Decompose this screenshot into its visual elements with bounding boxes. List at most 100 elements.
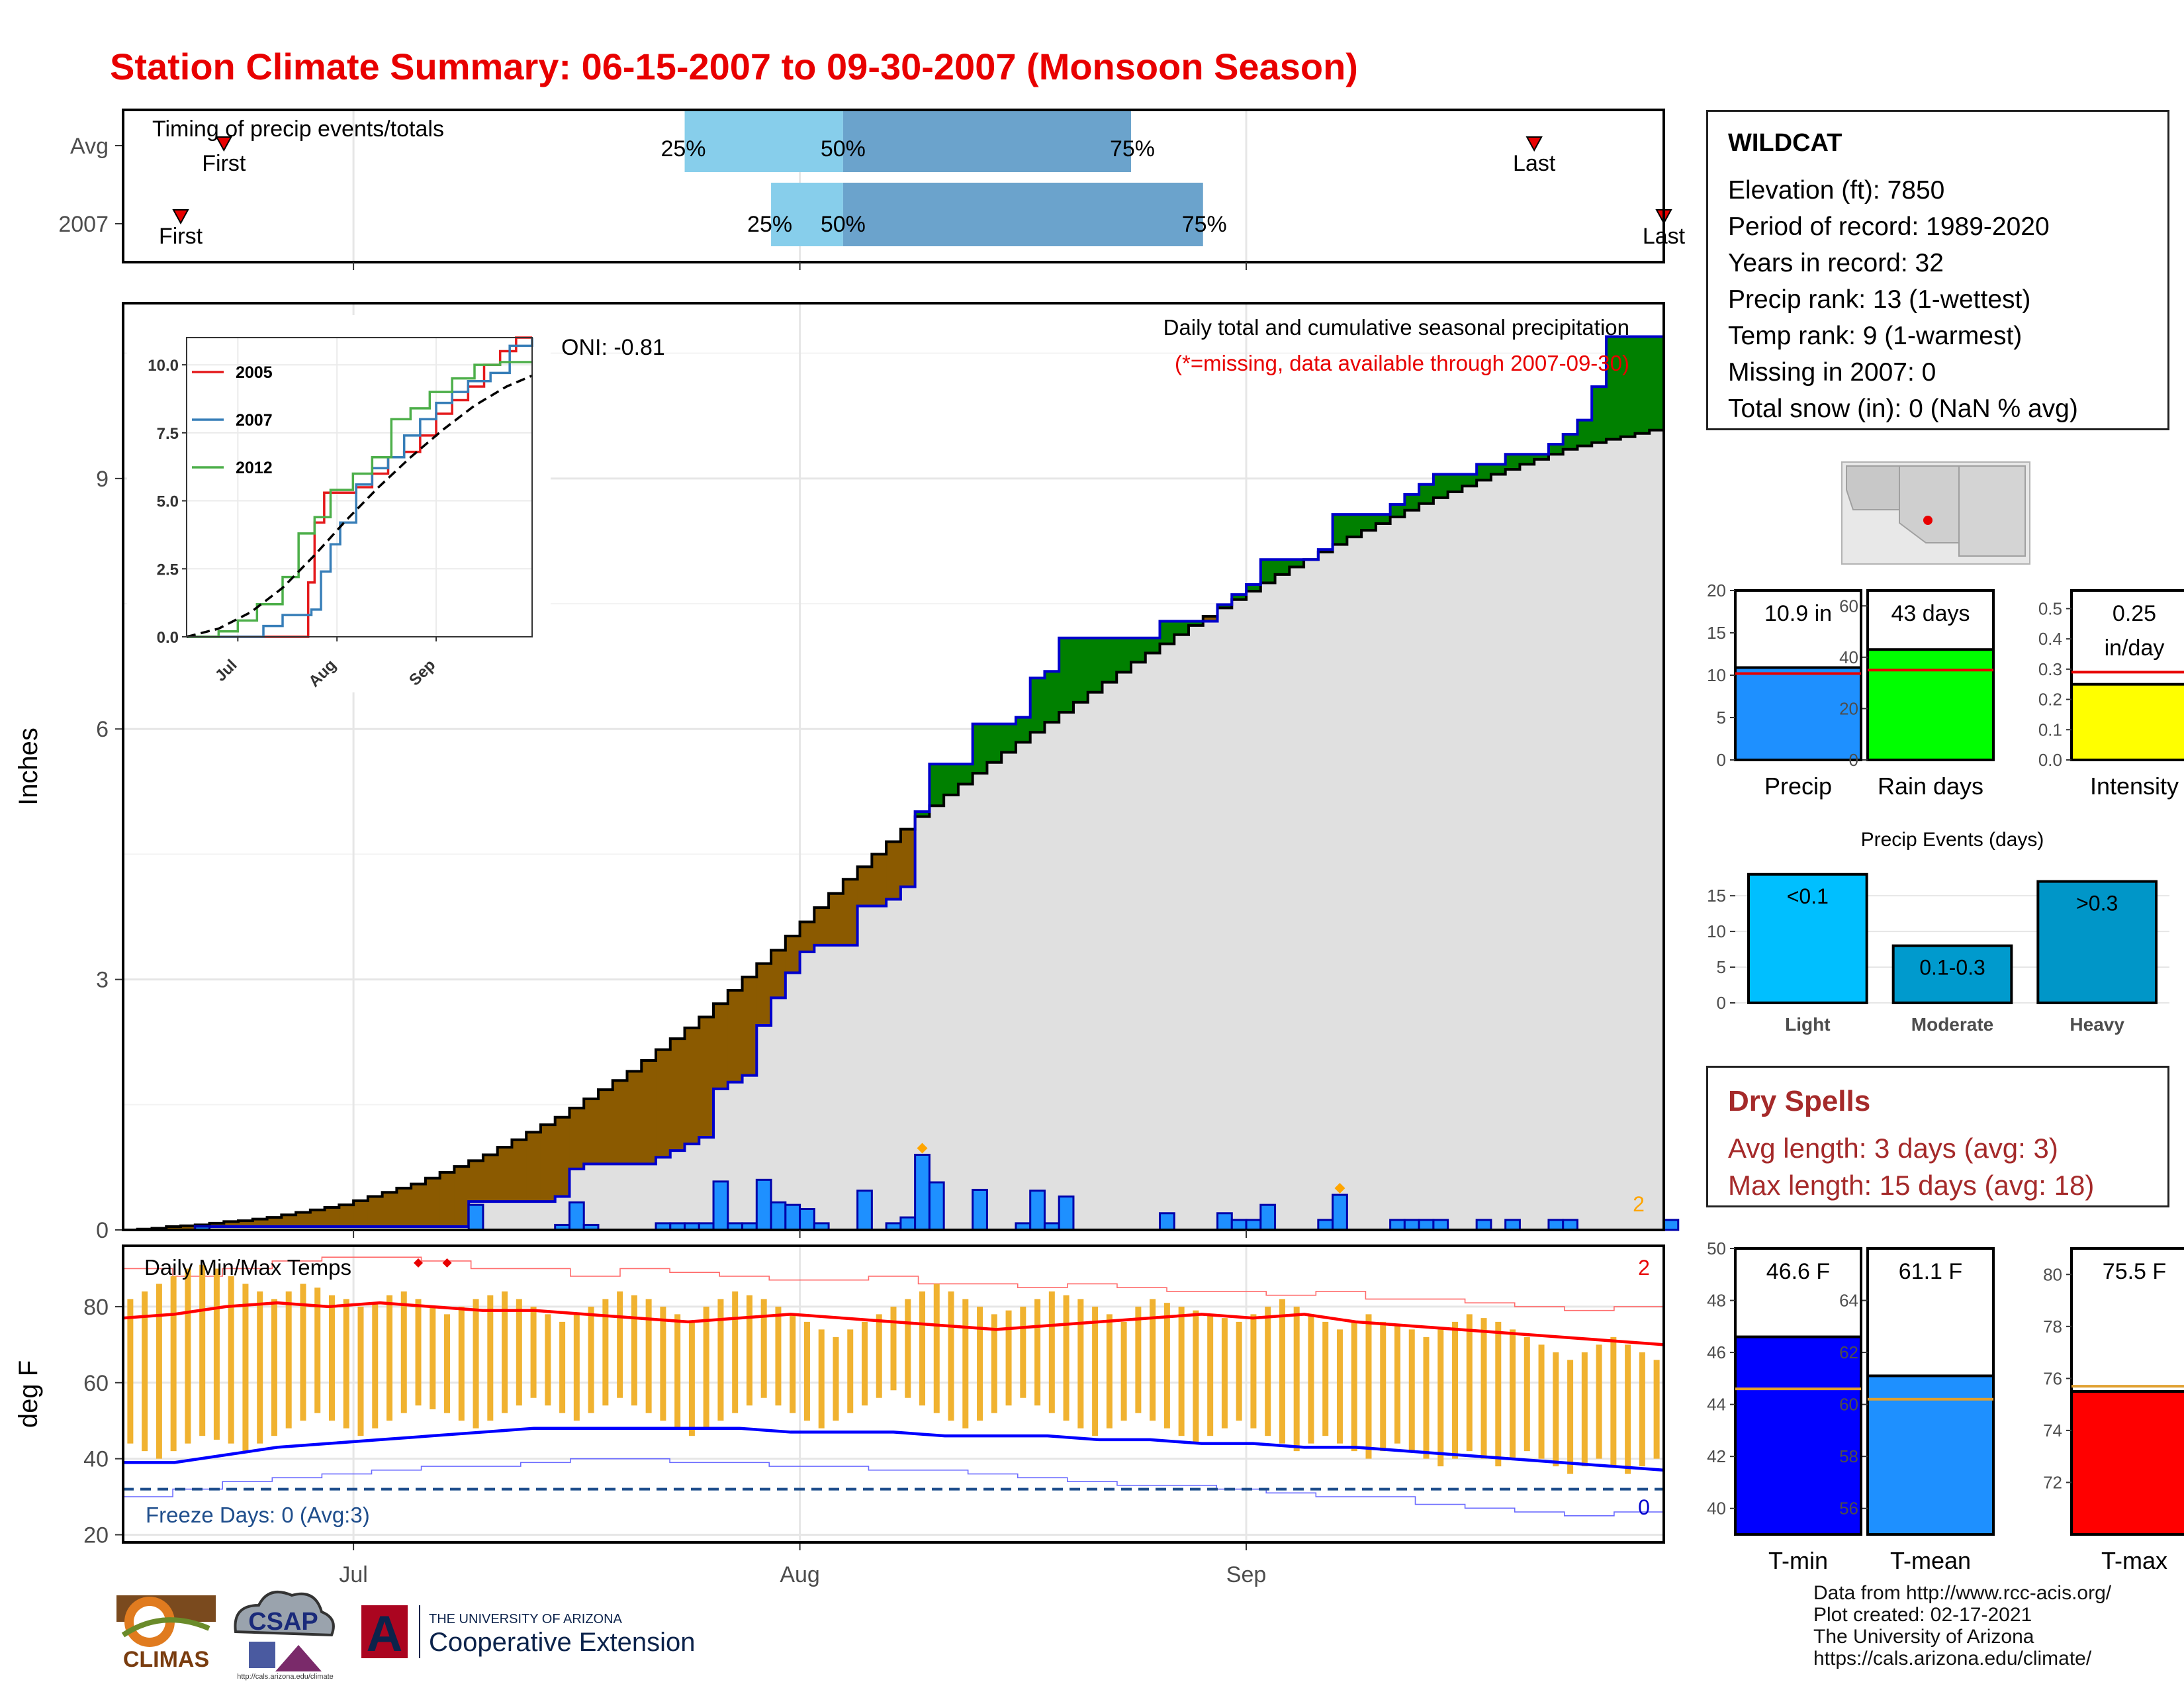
- csap-logo-text: CSAP: [248, 1608, 318, 1636]
- temps-daily-bar: [1452, 1321, 1459, 1459]
- temps-daily-bar: [415, 1299, 422, 1406]
- precip-deficit-band: [252, 1219, 268, 1227]
- summary-ytick-label: 60: [1839, 596, 1858, 616]
- temps-daily-bar: [271, 1299, 277, 1436]
- precip-daily-bar: [1245, 1219, 1262, 1231]
- precip-daily-bar: [1562, 1219, 1578, 1231]
- inset-ytick-label: 10.0: [148, 357, 179, 375]
- events-bar-label: <0.1: [1787, 884, 1829, 908]
- precip-deficit-band: [569, 1107, 584, 1169]
- precip-surplus-band: [1087, 637, 1103, 692]
- precip-deficit-band: [598, 1090, 614, 1164]
- events-title: Precip Events (days): [1861, 829, 2044, 851]
- precip-daily-bar: [1662, 1219, 1680, 1231]
- temps-daily-bar: [775, 1306, 782, 1406]
- summary-ytick-label: 50: [1707, 1239, 1726, 1258]
- precip-surplus-band: [1160, 621, 1175, 644]
- temps-daily-bar: [142, 1291, 148, 1452]
- ua-logo-small-text: THE UNIVERSITY OF ARIZONA: [429, 1612, 623, 1626]
- summary-bar-Precip: [1734, 666, 1862, 761]
- temps-daily-bar: [717, 1299, 724, 1421]
- precip-daily-bar: [799, 1207, 815, 1231]
- station-period: Period of record: 1989-2020: [1728, 212, 2050, 241]
- temps-extreme-max-line: [123, 1256, 1664, 1311]
- precip-surplus-band: [1375, 514, 1391, 524]
- precip-surplus-band: [1044, 671, 1060, 723]
- temps-daily-bar: [645, 1299, 652, 1413]
- summary-bar-Rain days: [1866, 648, 1995, 761]
- timing-first-label: First: [202, 151, 246, 176]
- temps-daily-bar: [127, 1299, 134, 1444]
- temps-ytick-label: 80: [83, 1295, 109, 1320]
- timing-border: [122, 109, 1665, 263]
- summary-ytick-label: 48: [1707, 1291, 1726, 1311]
- station-missing: Missing in 2007: 0: [1728, 358, 1936, 387]
- summary-ytick-label: 0: [1849, 750, 1858, 770]
- events-bar-label: 0.1-0.3: [1919, 956, 1985, 980]
- summary-ytick-label: 0.4: [2038, 629, 2062, 649]
- precip-avg-line: [123, 426, 1665, 1231]
- summary-bar-T-min: [1734, 1335, 1862, 1536]
- precip-surplus-band: [1332, 514, 1347, 545]
- precip-deficit-band: [425, 1178, 441, 1227]
- temps-title: Daily Min/Max Temps: [144, 1255, 351, 1280]
- temps-daily-bar: [1135, 1306, 1142, 1413]
- station-elevation: Elevation (ft): 7850: [1728, 176, 1945, 205]
- temps-ylabel: deg F: [14, 1360, 43, 1428]
- temps-daily-bar: [1394, 1325, 1400, 1444]
- summary-ytick-label: 46: [1707, 1342, 1726, 1362]
- precip-surplus-band: [1347, 514, 1362, 538]
- timing-first-marker: [215, 136, 232, 152]
- precip-surplus-band: [1404, 494, 1420, 510]
- summary-ytick-label: 80: [2043, 1264, 2062, 1284]
- precip-deficit-band: [209, 1223, 224, 1227]
- climas-logo: CLIMAS: [116, 1595, 216, 1672]
- temps-daily-bar: [1120, 1321, 1127, 1421]
- timing-p25-label: 25%: [747, 212, 792, 237]
- temps-daily-bar: [933, 1284, 940, 1413]
- ua-logo: A THE UNIVERSITY OF ARIZONA Cooperative …: [361, 1605, 695, 1662]
- temps-daily-bar: [1106, 1314, 1113, 1429]
- logos: CLIMAS CSAP http://cals.arizona.edu/clim…: [116, 1591, 695, 1681]
- summary-ytick-label: 78: [2043, 1317, 2062, 1336]
- precip-deficit-band: [756, 963, 772, 1025]
- precip-surplus-band: [1534, 454, 1549, 459]
- events-ytick-label: 10: [1707, 921, 1726, 941]
- precip-ytick-label: 9: [96, 467, 109, 492]
- precip-deficit-band: [771, 950, 786, 998]
- temps-daily-bar: [1178, 1306, 1185, 1436]
- temps-daily-bar: [458, 1306, 465, 1421]
- precip-daily-bar: [1216, 1212, 1233, 1231]
- temps-daily-bar: [602, 1299, 609, 1406]
- temps-daily-bar: [228, 1276, 234, 1444]
- precip-daily-bar: [1418, 1219, 1435, 1231]
- temps-daily-bar: [242, 1284, 249, 1452]
- temps-freeze-label: Freeze Days: 0 (Avg:3): [146, 1503, 370, 1527]
- temps-daily-bar: [357, 1306, 364, 1436]
- temps-daily-bar: [473, 1299, 479, 1429]
- timing-range-25-50: [771, 183, 843, 246]
- precip-summary-charts: 10.9 in 0 5 10 15 20 Precip 43 days 0 20 40 60 Rain …: [1707, 581, 2184, 800]
- dry-spells-box: Dry Spells Avg length: 3 days (avg: 3) M…: [1706, 1066, 2169, 1207]
- temps-daily-bar: [430, 1306, 436, 1409]
- temps-daily-bar: [1005, 1310, 1012, 1406]
- temps-daily-bar: [1092, 1306, 1099, 1436]
- temps-daily-bar: [818, 1329, 825, 1429]
- precip-daily-bar: [928, 1181, 945, 1231]
- temps-ytick-label: 20: [83, 1523, 109, 1548]
- summary-bar-Intensity: [2070, 682, 2184, 761]
- credits: Data from http://www.rcc-acis.org/ Plot …: [1813, 1582, 2111, 1669]
- temps-daily-bar: [1653, 1360, 1660, 1459]
- station-info-box: WILDCAT Elevation (ft): 7850 Period of r…: [1706, 110, 2169, 430]
- precip-deficit-band: [526, 1132, 541, 1202]
- precip-surplus-band: [929, 764, 944, 806]
- temps-avg-tmin-line: [123, 1427, 1664, 1472]
- temps-daily-bar: [631, 1295, 637, 1406]
- map-state-arizona: [1899, 465, 1960, 543]
- temps-daily-bar: [1020, 1306, 1026, 1398]
- timing-p75-label: 75%: [1182, 212, 1227, 237]
- precip-deficit-band: [699, 1017, 714, 1137]
- precip-daily-bar: [1432, 1219, 1449, 1231]
- summary-ytick-label: 44: [1707, 1395, 1726, 1415]
- locator-map: [1841, 461, 2030, 565]
